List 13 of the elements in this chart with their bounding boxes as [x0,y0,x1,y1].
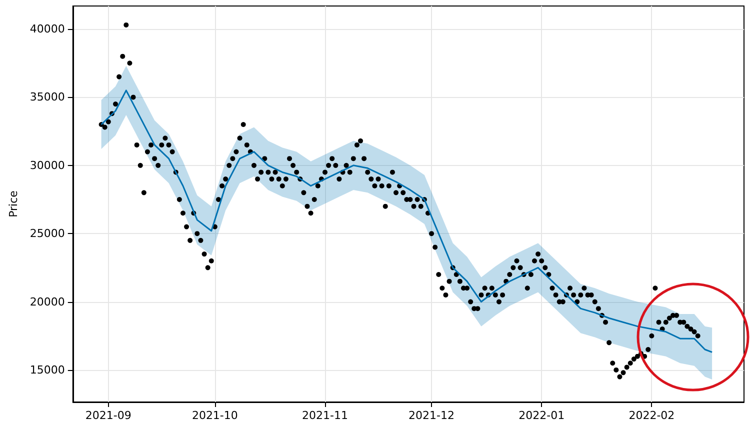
y-tick-label: 35000 [30,90,65,104]
x-tick-label: 2022-02 [628,409,675,422]
x-tick-label: 2021-10 [192,409,238,422]
y-tick-label: 20000 [30,295,65,308]
y-tick-label: 40000 [30,22,65,36]
x-tick-label: 2021-11 [302,409,348,422]
x-tick-label: 2022-01 [518,409,565,422]
y-tick-label: 15000 [30,363,65,376]
y-tick-label: 30000 [30,158,65,172]
x-tick-label: 2021-09 [85,409,132,422]
y-axis-title: Price [7,190,20,218]
x-tick-label: 2021-12 [408,409,455,422]
y-tick-label: 25000 [30,227,65,240]
